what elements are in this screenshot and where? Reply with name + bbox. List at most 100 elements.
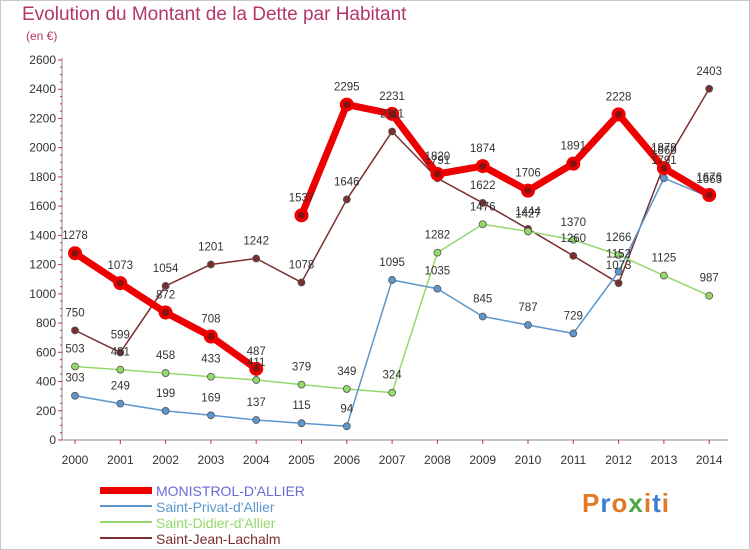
data-label: 199 — [156, 388, 175, 400]
data-point — [705, 84, 714, 93]
data-label: 1879 — [651, 142, 677, 154]
data-label: 1891 — [561, 141, 587, 153]
data-label: 1278 — [62, 230, 88, 242]
data-label: 1646 — [334, 176, 360, 188]
data-point-center — [433, 170, 441, 178]
data-label: 169 — [201, 392, 220, 404]
x-tick-label: 2013 — [651, 453, 678, 467]
series-line-segment — [660, 164, 713, 199]
data-point — [614, 279, 623, 288]
series-line-segment — [255, 379, 303, 386]
data-label: 872 — [156, 290, 175, 302]
series-line-segment — [346, 130, 393, 201]
series-line-segment — [300, 383, 348, 390]
data-label: 1201 — [198, 241, 224, 253]
data-point-center — [705, 191, 713, 199]
data-label: 411 — [247, 357, 265, 369]
data-point — [297, 419, 306, 428]
series-line-segment — [210, 257, 257, 266]
data-label: 1282 — [425, 230, 451, 242]
series-line-segment — [391, 130, 439, 179]
logo-letter: r — [600, 488, 612, 518]
series-line-segment — [479, 162, 532, 195]
y-tick-label: 1000 — [29, 287, 56, 301]
x-tick-label: 2011 — [560, 453, 586, 467]
x-tick-label: 2008 — [424, 453, 451, 467]
data-point — [660, 174, 668, 183]
series-line-segment — [346, 388, 393, 394]
series-line-segment — [298, 101, 351, 219]
data-label: 379 — [292, 362, 311, 374]
data-label: 458 — [156, 350, 175, 362]
data-label: 1622 — [470, 180, 496, 192]
series-line-segment — [119, 285, 167, 354]
series-line-segment — [74, 365, 122, 371]
data-point — [569, 329, 578, 338]
series-line-segment — [388, 110, 441, 178]
series-line-segment — [436, 287, 484, 318]
data-label: 1663 — [696, 174, 722, 186]
data-label: 349 — [337, 366, 356, 378]
data-point-center — [615, 110, 623, 118]
data-label: 433 — [201, 354, 220, 366]
series-line-segment — [164, 410, 212, 417]
data-label: 1095 — [379, 257, 405, 269]
x-tick-label: 2009 — [469, 453, 496, 467]
data-label: 987 — [700, 273, 719, 285]
series-line-segment — [436, 223, 484, 254]
series-line-segment — [663, 274, 710, 297]
data-label: 1706 — [515, 168, 541, 180]
data-point — [161, 369, 170, 377]
data-point — [569, 251, 578, 260]
data-label: 1242 — [243, 235, 269, 247]
series-line-segment — [210, 375, 257, 381]
data-label: 1073 — [606, 260, 632, 272]
chart-subtitle: (en €) — [26, 29, 58, 43]
y-tick-label: 200 — [36, 404, 56, 418]
data-point — [388, 388, 397, 397]
series-line-segment — [572, 270, 620, 335]
data-label: 94 — [340, 403, 353, 415]
data-point — [297, 278, 306, 287]
series-line-segment — [300, 422, 348, 428]
data-point — [116, 365, 125, 374]
data-point-center — [298, 211, 305, 219]
data-label: 1035 — [425, 266, 451, 278]
legend-swatch — [100, 487, 152, 494]
series-line-segment — [119, 368, 167, 374]
series-line-segment — [164, 263, 212, 287]
data-label: 787 — [518, 302, 537, 314]
data-point — [161, 282, 170, 290]
series-line-segment — [481, 202, 529, 230]
data-point-center — [524, 187, 532, 195]
data-point — [206, 372, 215, 381]
data-point-center — [479, 162, 487, 170]
data-label: 1791 — [651, 155, 677, 167]
data-point-center — [569, 160, 577, 168]
series-line-segment — [527, 324, 575, 335]
series-line-segment — [210, 414, 257, 421]
data-point — [614, 251, 623, 259]
legend-label: MONISTROL-D'ALLIER — [156, 483, 305, 499]
data-label: 708 — [201, 314, 220, 326]
y-tick-label: 0 — [49, 433, 56, 447]
data-label: 249 — [111, 381, 130, 393]
data-label: 599 — [111, 329, 130, 341]
data-point — [660, 271, 668, 280]
data-point — [71, 362, 79, 371]
x-tick-label: 2002 — [152, 453, 179, 467]
logo-letter: i — [643, 488, 653, 518]
data-point — [252, 376, 261, 384]
series-line-segment — [572, 255, 620, 284]
logo-letter: i — [661, 488, 670, 518]
y-tick-label: 1400 — [29, 228, 56, 242]
legend-swatch — [100, 521, 152, 523]
data-label: 1537 — [289, 192, 315, 204]
data-label: 324 — [383, 370, 403, 382]
x-tick-label: 2001 — [107, 453, 134, 467]
data-point — [478, 312, 487, 321]
data-point — [206, 411, 215, 420]
data-label: 1266 — [606, 232, 632, 244]
x-tick-label: 2003 — [198, 453, 225, 467]
